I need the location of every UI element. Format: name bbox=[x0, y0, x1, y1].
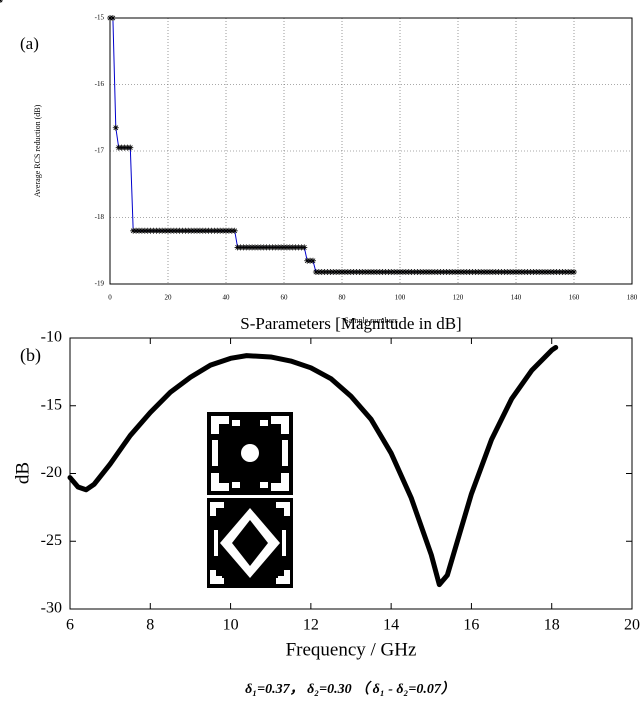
data-marker bbox=[0, 0, 3, 3]
y-tick-label: -30 bbox=[41, 600, 62, 617]
data-line bbox=[67, 344, 559, 588]
y-axis-label: Average RCS reduction (dB) bbox=[33, 104, 42, 197]
data-marker bbox=[571, 269, 577, 276]
y-tick-label: -15 bbox=[41, 396, 62, 413]
y-tick-label: -20 bbox=[41, 464, 62, 481]
x-tick-label: 12 bbox=[303, 617, 319, 634]
data-marker bbox=[109, 15, 116, 21]
y-tick-label: -18 bbox=[95, 213, 105, 221]
plot-frame bbox=[69, 337, 633, 610]
data-marker bbox=[310, 257, 316, 264]
y-tick-label: -15 bbox=[95, 14, 105, 22]
inset-top bbox=[207, 412, 293, 495]
caption: δ₁=0.37， δ₂=0.30 （ δ₁ - δ₂=0.07） bbox=[245, 680, 455, 697]
x-axis-label: Sample numbers bbox=[344, 316, 398, 325]
x-tick-label: 100 bbox=[395, 294, 406, 302]
y-tick-label: -17 bbox=[95, 147, 105, 155]
x-tick-label: 160 bbox=[569, 294, 580, 302]
y-tick-label: -16 bbox=[95, 80, 105, 88]
x-tick-label: 8 bbox=[146, 617, 154, 634]
x-tick-label: 80 bbox=[339, 294, 347, 302]
data-marker bbox=[112, 124, 119, 131]
y-axis-label: dB bbox=[12, 462, 33, 484]
x-axis-label: Frequency / GHz bbox=[286, 639, 417, 660]
x-tick-label: 60 bbox=[281, 294, 289, 302]
x-tick-label: 40 bbox=[223, 294, 231, 302]
inset-bottom bbox=[207, 498, 293, 588]
x-tick-label: 20 bbox=[165, 294, 173, 302]
x-tick-label: 6 bbox=[66, 617, 74, 634]
y-tick-label: -25 bbox=[41, 532, 62, 549]
panel-label: (a) bbox=[20, 34, 39, 53]
data-marker bbox=[127, 144, 134, 151]
x-tick-label: 180 bbox=[627, 294, 638, 302]
chart-title: S-Parameters [Magnitude in dB] bbox=[240, 314, 461, 333]
data-marker bbox=[231, 227, 238, 234]
x-tick-label: 20 bbox=[624, 617, 640, 634]
x-tick-label: 14 bbox=[383, 617, 399, 634]
x-tick-label: 0 bbox=[108, 294, 112, 302]
plot-frame bbox=[109, 17, 633, 285]
x-tick-label: 16 bbox=[463, 617, 479, 634]
data-line bbox=[109, 17, 575, 273]
x-tick-label: 140 bbox=[511, 294, 522, 302]
y-tick-label: -10 bbox=[41, 329, 62, 346]
y-tick-label: -19 bbox=[95, 280, 105, 288]
x-tick-label: 18 bbox=[544, 617, 560, 634]
panel-label: (b) bbox=[20, 345, 41, 366]
x-tick-label: 120 bbox=[453, 294, 464, 302]
x-tick-label: 10 bbox=[223, 617, 239, 634]
data-marker bbox=[301, 244, 308, 251]
